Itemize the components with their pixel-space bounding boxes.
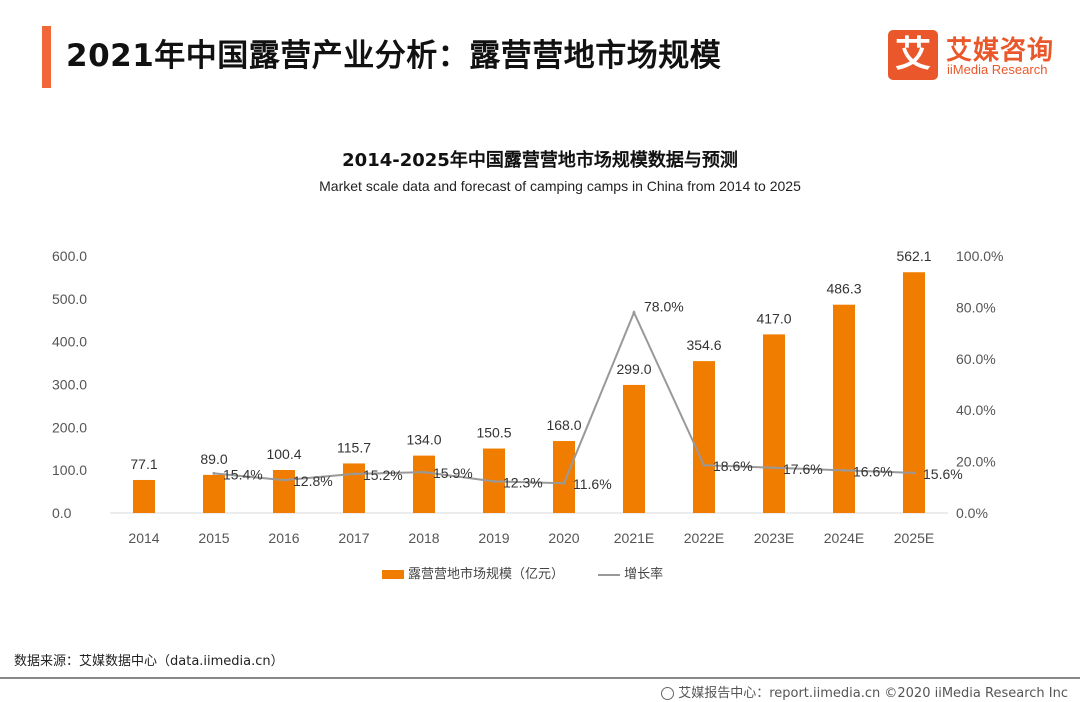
growth-rate-point (842, 468, 846, 472)
bar-value-label: 354.6 (686, 337, 721, 353)
bar-value-label: 89.0 (200, 451, 227, 467)
chart-legend: 露营营地市场规模（亿元） 增长率 (382, 563, 663, 582)
growth-rate-label: 12.8% (293, 473, 333, 489)
x-tick-label: 2023E (754, 530, 794, 546)
growth-rate-point (282, 478, 286, 482)
bar-value-label: 77.1 (130, 456, 157, 472)
y-left-tick-label: 300.0 (52, 377, 87, 393)
growth-rate-point (912, 471, 916, 475)
bar (693, 361, 715, 513)
bar-value-label: 562.1 (896, 248, 931, 264)
bar-value-label: 134.0 (406, 432, 441, 448)
x-tick-label: 2015 (198, 530, 229, 546)
y-right-tick-label: 100.0% (956, 248, 1003, 264)
growth-rate-point (352, 472, 356, 476)
bar-value-label: 299.0 (616, 361, 651, 377)
growth-rate-label: 15.4% (223, 466, 263, 482)
growth-rate-point (422, 470, 426, 474)
x-tick-label: 2024E (824, 530, 864, 546)
x-tick-label: 2020 (548, 530, 579, 546)
growth-rate-point (492, 479, 496, 483)
bar-value-label: 168.0 (546, 417, 581, 433)
bar (833, 304, 855, 513)
footer-divider (0, 677, 1080, 679)
iimedia-logo: 艾 艾媒咨询 iiMedia Research (888, 30, 1068, 80)
bar (203, 474, 225, 513)
growth-rate-label: 15.9% (433, 465, 473, 481)
legend-bar-swatch (382, 570, 404, 579)
x-tick-label: 2019 (478, 530, 509, 546)
chart-subtitle: Market scale data and forecast of campin… (319, 178, 801, 194)
y-right-tick-label: 20.0% (956, 454, 996, 470)
bar (413, 455, 435, 513)
chart-title: 2014-2025年中国露营营地市场规模数据与预测 (342, 150, 738, 171)
bar (343, 463, 365, 513)
x-tick-label: 2017 (338, 530, 369, 546)
bar-value-label: 115.7 (337, 439, 371, 455)
bar (763, 334, 785, 513)
y-left-tick-label: 0.0 (52, 505, 72, 521)
globe-icon (661, 687, 675, 700)
x-tick-label: 2018 (408, 530, 439, 546)
title-accent-bar (42, 26, 51, 88)
growth-rate-label: 12.3% (503, 474, 543, 490)
growth-rate-point (772, 466, 776, 470)
growth-rate-label: 16.6% (853, 463, 893, 479)
bar (273, 469, 295, 513)
bar (553, 441, 575, 513)
footer: 艾媒报告中心：report.iimedia.cn ©2020 iiMedia R… (661, 682, 1068, 701)
x-tick-label: 2016 (268, 530, 299, 546)
y-right-tick-label: 80.0% (956, 299, 996, 315)
growth-rate-label: 15.2% (363, 467, 403, 483)
y-left-tick-label: 600.0 (52, 248, 87, 264)
bar (903, 272, 925, 513)
bar (133, 479, 155, 513)
bar-value-label: 417.0 (756, 310, 791, 326)
logo-mark-icon: 艾 (888, 30, 938, 80)
legend-bar-label: 露营营地市场规模（亿元） (408, 567, 565, 582)
growth-rate-point (632, 311, 636, 315)
growth-rate-label: 17.6% (783, 461, 823, 477)
growth-rate-label: 18.6% (713, 458, 753, 474)
data-source: 数据来源：艾媒数据中心（data.iimedia.cn） (14, 654, 284, 669)
x-tick-label: 2022E (684, 530, 724, 546)
growth-rate-point (702, 463, 706, 467)
logo-name-en: iiMedia Research (947, 62, 1048, 77)
bar-value-label: 100.4 (266, 446, 301, 462)
footer-text: 艾媒报告中心：report.iimedia.cn ©2020 iiMedia R… (678, 686, 1068, 701)
legend-line-swatch (598, 573, 621, 576)
y-right-tick-label: 0.0% (956, 505, 988, 521)
legend-line-label: 增长率 (624, 567, 664, 582)
x-tick-label: 2014 (128, 530, 159, 546)
growth-rate-point (562, 481, 566, 485)
y-right-tick-label: 40.0% (956, 402, 996, 418)
bar (623, 384, 645, 513)
logo-name-cn: 艾媒咨询 (946, 36, 1055, 66)
bar-value-label: 486.3 (826, 281, 861, 297)
growth-rate-label: 15.6% (923, 466, 963, 482)
y-left-tick-label: 400.0 (52, 334, 87, 350)
x-tick-label: 2021E (614, 530, 654, 546)
growth-rate-point (212, 471, 216, 475)
y-left-tick-label: 100.0 (52, 462, 87, 478)
bar-value-label: 150.5 (476, 425, 511, 441)
growth-rate-label: 11.6% (573, 476, 612, 492)
x-tick-label: 2025E (894, 530, 934, 546)
page-title: 2021年中国露营产业分析：露营营地市场规模 (66, 38, 722, 74)
growth-rate-label: 78.0% (644, 299, 684, 315)
y-left-tick-label: 200.0 (52, 419, 87, 435)
y-left-tick-label: 500.0 (52, 291, 87, 307)
y-right-tick-label: 60.0% (956, 351, 996, 367)
